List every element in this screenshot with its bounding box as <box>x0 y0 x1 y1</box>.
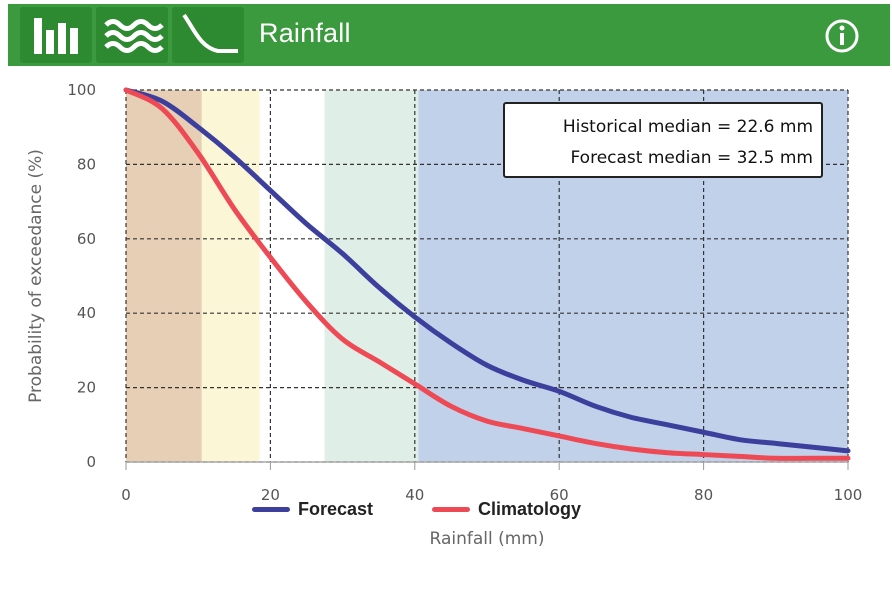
info-button[interactable] <box>824 18 860 54</box>
median-annotation: Historical median = 22.6 mm Forecast med… <box>503 102 823 178</box>
legend-swatch-forecast <box>252 506 290 512</box>
y-axis-label: Probability of exceedance (%) <box>26 149 46 403</box>
x-tick-label: 100 <box>834 486 863 504</box>
legend-label-climatology: Climatology <box>478 498 582 519</box>
x-tick-label: 20 <box>261 486 280 504</box>
bar-chart-icon <box>34 18 78 54</box>
info-icon <box>825 19 859 53</box>
waves-icon <box>104 19 164 53</box>
chart-title: Rainfall <box>259 18 351 48</box>
category-band-2 <box>259 90 325 462</box>
waves-button[interactable] <box>96 7 168 63</box>
series-line-climatology <box>123 87 851 461</box>
category-band-1 <box>201 90 260 462</box>
legend-label-forecast: Forecast <box>298 498 374 519</box>
y-tick-label: 0 <box>86 453 96 471</box>
chart-header: Rainfall <box>8 4 890 66</box>
x-tick-label: 60 <box>550 486 569 504</box>
forecast-median-label: Forecast median = 32.5 mm <box>570 148 814 168</box>
y-tick-label: 60 <box>77 230 96 248</box>
legend-item-climatology[interactable]: Climatology <box>432 494 581 524</box>
y-tick-label: 100 <box>67 81 96 99</box>
x-axis-label: Rainfall (mm) <box>430 529 545 549</box>
legend-swatch-climatology <box>432 506 470 512</box>
exceedance-curve-icon <box>182 13 238 53</box>
category-band-0 <box>126 90 202 462</box>
y-tick-label: 40 <box>77 304 96 322</box>
exceedance-chart: 0 20 40 60 80 100 0 20 40 60 80 100 Rainfall (mm) Pro… <box>26 81 863 549</box>
x-tick-label: 0 <box>121 486 131 504</box>
y-tick-label: 20 <box>77 379 96 397</box>
y-tick-label: 80 <box>77 155 96 173</box>
bar-chart-button[interactable] <box>20 7 92 63</box>
series-line-forecast <box>123 87 851 454</box>
historical-median-label: Historical median = 22.6 mm <box>562 117 813 137</box>
exceedance-curve-button[interactable] <box>172 7 244 63</box>
x-tick-label: 80 <box>694 486 713 504</box>
category-band-3 <box>324 90 419 462</box>
chart-area: 0 20 40 60 80 100 0 20 40 60 80 100 Rainfall (mm) Pro… <box>0 66 892 598</box>
chart-legend: Forecast Climatology <box>0 494 892 524</box>
legend-item-forecast[interactable]: Forecast <box>252 494 373 524</box>
x-tick-label: 40 <box>405 486 424 504</box>
